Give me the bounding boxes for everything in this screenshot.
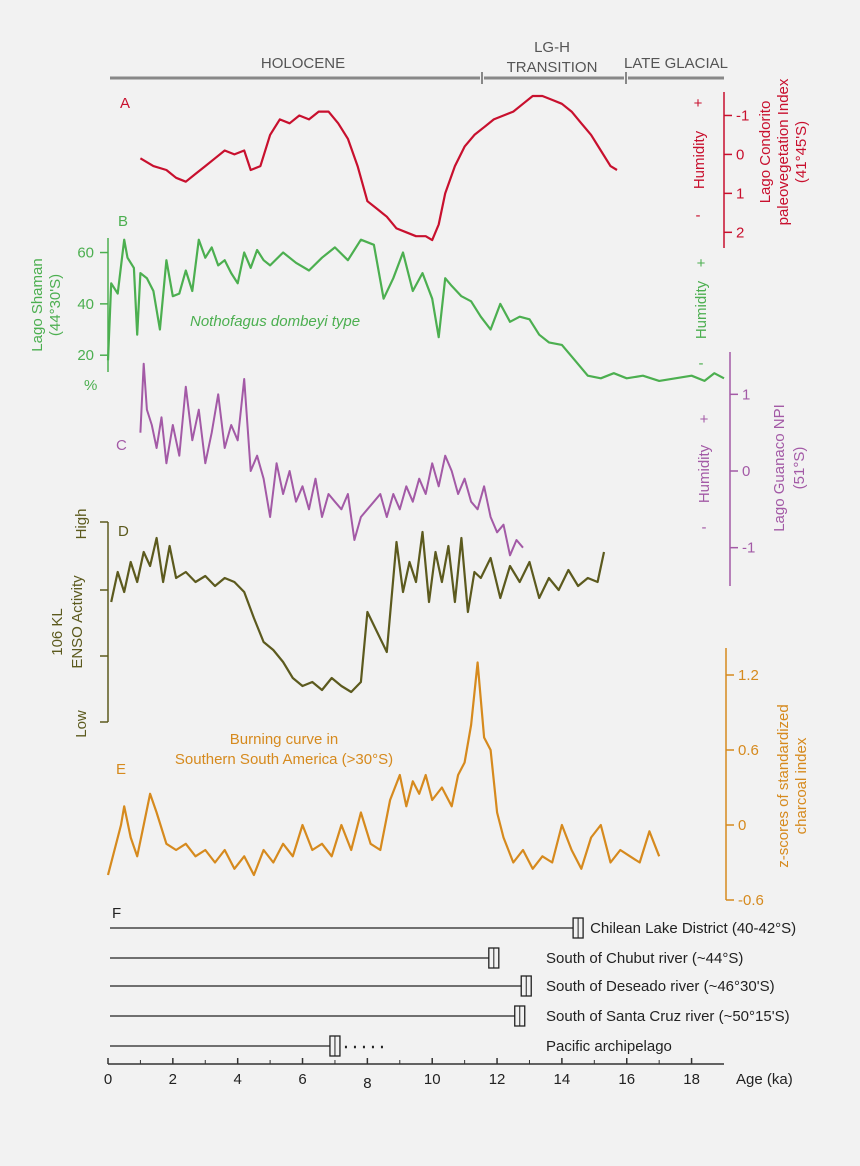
humidity-minus-b: - [699,355,704,372]
range-label: Pacific archipelago [546,1038,672,1055]
series-line-guanaco [139,362,524,557]
x-tick-label: 8 [363,1075,371,1092]
y-high-d: High [73,509,90,540]
y-tick-label-c: 0 [742,463,750,480]
annotation-e-2: Southern South America (>30°S) [175,751,393,768]
axis-title-a-2: paleovegetation Index [775,78,792,225]
panel-a-letter: A [120,95,130,112]
y-tick-label-a: 1 [736,185,744,202]
x-tick-label: 12 [489,1071,506,1088]
x-tick-label: 2 [169,1071,177,1088]
series-line-condorito [139,94,618,242]
x-tick-label: 16 [618,1071,635,1088]
period-label-lateglacial: LATE GLACIAL [624,55,728,72]
axis-title-c-1: Lago Guanaco NPI [771,404,788,532]
period-label-holocene: HOLOCENE [261,55,345,72]
series-line-shaman [106,238,725,382]
panel-f-letter: F [112,905,121,922]
x-axis: 0 2 4 6 8 10 12 14 16 18 Age (ka) [104,1058,793,1092]
axis-title-d-2: ENSO Activity [69,575,86,669]
panel-b-letter: B [118,213,128,230]
y-low-d: Low [73,710,90,738]
humidity-plus-c: + [700,411,709,428]
axis-title-a-3: (41°45'S) [793,121,810,183]
humidity-label-c: Humidity [696,444,713,503]
range-label: South of Santa Cruz river (~50°15'S) [546,1008,790,1025]
axis-title-e-2: charcoal index [793,737,810,834]
panel-b: B 20 40 60 % Lago Shaman (44°30'S) Nothofa… [29,213,725,394]
period-label-transition-sub: TRANSITION [507,59,598,76]
humidity-minus-c: - [702,519,707,536]
x-axis-label: Age (ka) [736,1071,793,1088]
y-tick-label-b: 40 [77,296,94,313]
axis-title-a-1: Lago Condorito [757,101,774,204]
x-tick-label: 4 [234,1071,242,1088]
axis-title-d-1: 106 KL [49,608,66,656]
y-tick-label-a: -1 [736,107,749,124]
y-tick-label-b: 20 [77,347,94,364]
y-tick-label-a: 2 [736,224,744,241]
panel-c-letter: C [116,437,127,454]
y-tick-label-c: 1 [742,386,750,403]
humidity-minus-a: - [696,207,701,224]
y-tick-label-b: 60 [77,245,94,262]
panel-f: F Chilean Lake District (40-42°S) South o… [110,905,796,1057]
humidity-plus-b: + [697,255,706,272]
y-tick-label-a: 0 [736,146,744,163]
y-tick-label-e: 0.6 [738,742,759,759]
panel-a: A -1 0 1 2 + Humidity - Lago Condorito pale… [120,78,810,248]
period-label-transition: LG-H [534,39,570,56]
unit-b: % [84,377,97,394]
panel-d: D High Low 106 KL ENSO Activity [49,509,606,738]
axis-title-b-1: Lago Shaman [29,258,46,351]
panel-d-letter: D [118,523,129,540]
x-tick-label: 6 [298,1071,306,1088]
panel-c: C 1 0 -1 + Humidity - Lago Guanaco NPI (51… [116,352,808,586]
range-label: Chilean Lake District (40-42°S) [590,920,796,937]
range-label: South of Deseado river (~46°30'S) [546,978,775,995]
axis-title-e-1: z-scores of standardized [775,704,792,867]
y-tick-label-e: -0.6 [738,892,764,909]
panel-e-letter: E [116,761,126,778]
x-tick-label: 18 [683,1071,700,1088]
x-tick-label: 0 [104,1071,112,1088]
series-line-enso [110,530,606,694]
axis-title-b-2: (44°30'S) [47,274,64,336]
range-label: South of Chubut river (~44°S) [546,950,743,967]
humidity-label-b: Humidity [693,280,710,339]
period-header: HOLOCENE LG-H TRANSITION LATE GLACIAL [110,39,728,84]
annotation-e-1: Burning curve in [230,731,338,748]
y-tick-label-e: 1.2 [738,667,759,684]
x-tick-label: 10 [424,1071,441,1088]
annotation-b: Nothofagus dombeyi type [190,313,360,330]
x-tick-label: 14 [554,1071,571,1088]
axis-title-c-2: (51°S) [791,447,808,490]
series-line-charcoal [106,661,661,877]
y-tick-label-c: -1 [742,540,755,557]
humidity-label-a: Humidity [691,130,708,189]
panel-e: E 1.2 0.6 0 -0.6 Burning curve in Southern … [106,648,810,909]
humidity-plus-a: + [694,95,703,112]
y-tick-label-e: 0 [738,817,746,834]
